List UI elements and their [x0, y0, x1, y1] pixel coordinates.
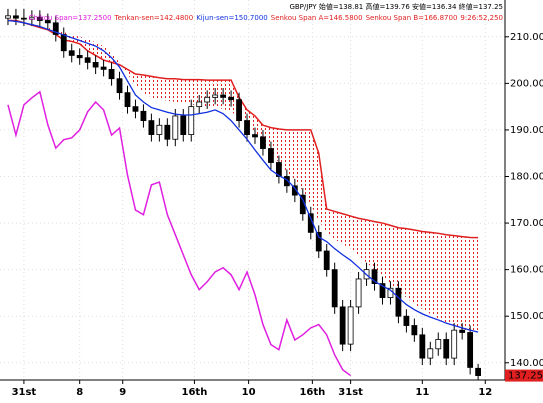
x-tick-label: 31st: [338, 387, 363, 398]
candle-body: [108, 68, 115, 80]
candle-body: [459, 329, 466, 333]
candle-body: [451, 329, 458, 359]
y-tick-label: 170.00: [510, 218, 543, 229]
candle-body: [76, 55, 83, 59]
candle-body: [260, 136, 266, 149]
candle-body: [467, 332, 474, 368]
x-tick-label: 16th: [182, 387, 208, 398]
candle-body: [411, 325, 418, 336]
x-tick-label: 11: [415, 387, 429, 398]
candle-body: [252, 134, 258, 138]
candle-body: [180, 115, 187, 135]
candle-body: [339, 306, 346, 345]
x-tick-label: 31st: [12, 387, 37, 398]
candle-body: [124, 92, 131, 108]
candle-body: [435, 339, 442, 350]
candle-body: [13, 15, 19, 19]
indicator-label: Chikou Span=137.2500: [29, 14, 112, 22]
candle-body: [60, 34, 67, 52]
candle-body: [379, 283, 386, 298]
indicator-label: Senkou Span B=166.8700: [366, 14, 458, 22]
candle-body: [100, 66, 107, 70]
candle-body: [68, 50, 75, 56]
senkou-span-b: [7, 19, 479, 239]
candle-body: [283, 176, 290, 187]
indicator-label: Kijun-sen=150.7000: [196, 14, 268, 22]
candle-body: [291, 185, 298, 196]
candle-body: [188, 106, 195, 135]
candle-body: [419, 334, 426, 359]
indicator-labels: Chikou Span=137.2500 Tenkan-sen=142.4800 K…: [29, 14, 503, 22]
candle-body: [475, 367, 482, 376]
kijun-sen: [7, 19, 479, 333]
candle-body: [204, 96, 211, 103]
candle-body: [268, 148, 274, 163]
candle-body: [395, 287, 402, 317]
candle-body: [355, 278, 362, 308]
candle-body: [132, 106, 139, 112]
y-tick-label: 140.00: [510, 358, 543, 369]
candle-body: [156, 124, 163, 135]
candle-body: [84, 57, 91, 63]
candle-body: [315, 231, 322, 252]
candle-body: [371, 269, 378, 285]
candle-body: [172, 115, 179, 140]
y-tick-label: 210.00: [510, 32, 543, 43]
candle-body: [52, 22, 59, 35]
candle-body: [196, 101, 203, 108]
cloud: [7, 19, 479, 333]
candle-body: [403, 315, 410, 326]
y-tick-label: 160.00: [510, 265, 543, 276]
candle-body: [36, 16, 43, 21]
indicator-label: 9:26:52,250: [460, 14, 503, 22]
candle-body: [140, 110, 147, 122]
chikou-span: [7, 90, 352, 377]
x-tick-label: 12: [478, 387, 492, 398]
candle-body: [28, 16, 35, 20]
y-tick-label: 150.00: [510, 311, 543, 322]
x-tick-label: 8: [76, 387, 83, 398]
candle-body: [244, 120, 250, 135]
last-price-box: [505, 369, 543, 382]
candle-body: [44, 20, 51, 24]
indicator-label: Senkou Span A=146.5800: [271, 14, 363, 22]
plot-area: [0, 0, 505, 380]
candle-body: [212, 94, 219, 98]
candle-body: [331, 269, 338, 308]
candle-body: [427, 348, 434, 359]
y-tick-label: 200.00: [510, 78, 543, 89]
candle-body: [443, 339, 450, 359]
x-tick-label: 10: [242, 387, 256, 398]
candle-body: [148, 120, 155, 135]
candle-body: [92, 62, 99, 68]
candle-body: [236, 99, 242, 122]
candle-body: [220, 94, 227, 98]
chart-title: GBP/JPY 始値=138.81 高値=139.76 安値=136.34 終値…: [289, 2, 503, 11]
candle-body: [347, 306, 354, 345]
candle-body: [228, 96, 234, 101]
candle-body: [116, 78, 123, 94]
candle-body: [21, 17, 27, 20]
y-tick-label: 180.00: [510, 171, 543, 182]
last-price-label: 137.25: [508, 371, 543, 382]
y-tick-label: 190.00: [510, 125, 543, 136]
candle-body: [5, 15, 11, 19]
indicator-label: Tenkan-sen=142.4800: [114, 14, 194, 22]
x-tick-label: 16th: [299, 387, 325, 398]
candle-body: [323, 250, 330, 271]
candle-body: [275, 162, 282, 177]
x-tick-label: 9: [119, 387, 126, 398]
candle-body: [164, 124, 171, 140]
